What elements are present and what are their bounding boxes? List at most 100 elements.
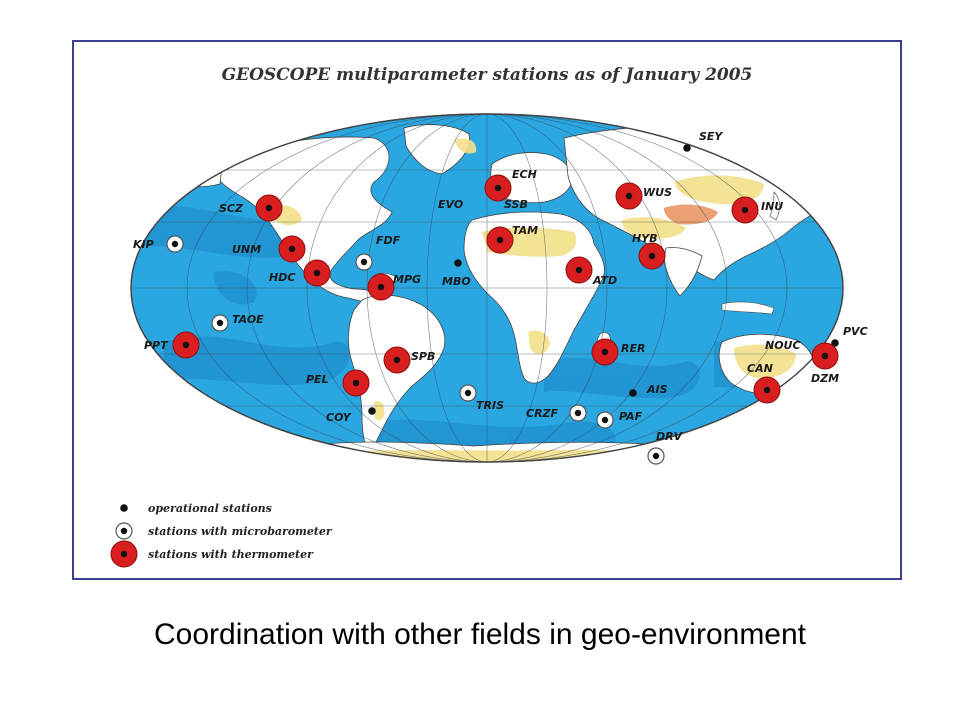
station-dot-HDC — [313, 269, 321, 277]
station-paf: PAF — [596, 410, 643, 429]
station-label-crzf: CRZF — [526, 407, 559, 420]
station-taoe: TAOE — [211, 313, 264, 332]
station-label-inu: INU — [761, 200, 783, 213]
station-sey: SEY — [683, 130, 723, 152]
station-label-ssb: SSB — [504, 198, 528, 211]
graticule — [131, 114, 843, 462]
legend-label-operational: operational stations — [148, 502, 272, 515]
station-dot-TAM — [496, 236, 504, 244]
stations-layer: SCZ KIP UNM FDF HDC MPG TAOE PPT SPB PEL COY ECH SSB… — [133, 130, 868, 465]
legend-label-thermometer: stations with thermometer — [148, 548, 314, 561]
station-label-tam: TAM — [512, 224, 538, 237]
station-dot-PAF — [601, 416, 609, 424]
station-dot-RER — [601, 348, 609, 356]
station-unm: UNM — [232, 235, 306, 263]
station-label-mbo: MBO — [442, 275, 471, 288]
station-dot-DRV — [652, 452, 660, 460]
station-dot-KIP — [171, 240, 179, 248]
station-label-ppt: PPT — [144, 339, 169, 352]
station-coy: COY — [326, 407, 376, 424]
station-drv: DRV — [647, 430, 684, 465]
legend-label-microbarometer: stations with microbarometer — [148, 525, 333, 538]
globe-outline — [130, 113, 844, 463]
station-label-evo: EVO — [438, 198, 463, 211]
station-scz: SCZ — [219, 194, 283, 222]
highland-tibet — [664, 204, 718, 225]
station-label-dzm: DZM — [811, 372, 839, 385]
station-dot-ECH — [494, 184, 502, 192]
station-label-drv: DRV — [656, 430, 684, 443]
station-pvc: PVC — [831, 325, 868, 347]
station-dot-TAOE — [216, 319, 224, 327]
station-hdc: HDC — [269, 259, 331, 287]
station-can: CAN — [747, 362, 781, 404]
slide-caption: Coordination with other fields in geo-en… — [153, 618, 807, 651]
station-dot-CAN — [763, 386, 771, 394]
legend-item-operational: operational stations — [120, 502, 272, 515]
station-marker-operational-SEY — [683, 144, 691, 152]
station-dot-WUS — [625, 192, 633, 200]
station-label-tris: TRIS — [476, 399, 504, 412]
station-tris: TRIS — [459, 384, 504, 412]
station-label-wus: WUS — [643, 186, 672, 199]
station-dot-CRZF — [574, 409, 582, 417]
station-label-hyb: HYB — [632, 232, 658, 245]
station-label-kip: KIP — [133, 238, 154, 251]
station-marker-operational-COY — [368, 407, 376, 415]
station-hyb: HYB — [632, 232, 666, 270]
map-figure-frame: GEOSCOPE multiparameter stations as of J… — [72, 40, 902, 580]
land-alaska — [169, 162, 223, 188]
station-ais: AIS — [629, 383, 668, 397]
station-dot-HYB — [648, 252, 656, 260]
station-label-coy: COY — [326, 411, 352, 424]
station-atd: ATD — [565, 256, 617, 287]
station-label-spb: SPB — [411, 350, 435, 363]
station-fdf: FDF — [355, 234, 401, 271]
station-dot-FDF — [360, 258, 368, 266]
station-wus: WUS — [615, 182, 672, 210]
station-marker-operational-MBO — [454, 259, 462, 267]
station-tam: TAM — [486, 224, 538, 254]
station-evo: EVO — [438, 198, 463, 211]
station-dot-SCZ — [265, 204, 273, 212]
world-map: GEOSCOPE multiparameter stations as of J… — [110, 65, 868, 568]
station-dot-UNM — [288, 245, 296, 253]
land-greenland — [403, 124, 470, 175]
station-label-taoe: TAOE — [232, 313, 264, 326]
station-ppt: PPT — [144, 331, 200, 359]
station-kip: KIP — [133, 235, 184, 253]
station-label-pvc: PVC — [843, 325, 868, 338]
station-label-atd: ATD — [592, 274, 617, 287]
station-spb: SPB — [383, 346, 435, 374]
station-dot-DZM — [821, 352, 829, 360]
station-label-nouc: NOUC — [765, 339, 801, 352]
map-title: GEOSCOPE multiparameter stations as of J… — [222, 65, 753, 85]
land-indonesia — [721, 301, 775, 315]
station-mbo: MBO — [442, 259, 471, 288]
station-label-unm: UNM — [232, 243, 261, 256]
station-ech: ECH — [484, 168, 537, 202]
station-dot-MPG — [377, 283, 385, 291]
station-label-paf: PAF — [619, 410, 643, 423]
land-india — [663, 247, 703, 297]
station-rer: RER — [591, 338, 645, 366]
station-label-rer: RER — [621, 342, 645, 355]
station-dot-legend-microbarometer — [120, 527, 128, 535]
land-north-america — [213, 136, 393, 305]
station-crzf: CRZF — [526, 404, 587, 422]
land-new-zealand — [839, 387, 843, 411]
station-label-ech: ECH — [512, 168, 537, 181]
station-dot-PEL — [352, 379, 360, 387]
station-label-mpg: MPG — [393, 273, 421, 286]
station-label-scz: SCZ — [219, 202, 244, 215]
station-dot-PPT — [182, 341, 190, 349]
station-dot-legend-thermometer — [120, 550, 128, 558]
station-dot-ATD — [575, 266, 583, 274]
station-pel: PEL — [306, 369, 370, 397]
station-dzm: DZM — [811, 342, 839, 385]
station-label-ais: AIS — [646, 383, 668, 396]
station-marker-operational-legend-operational — [120, 504, 128, 512]
station-marker-operational-AIS — [629, 389, 637, 397]
station-dot-TRIS — [464, 389, 472, 397]
legend-item-microbarometer: stations with microbarometer — [115, 522, 333, 540]
